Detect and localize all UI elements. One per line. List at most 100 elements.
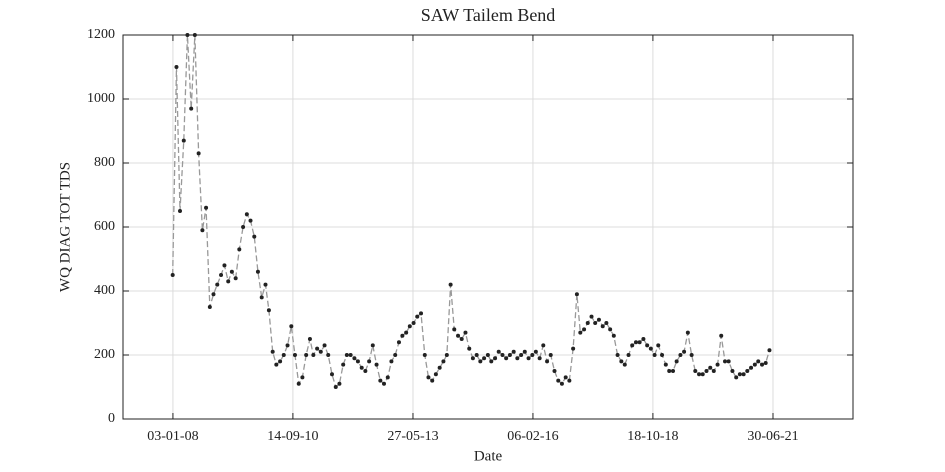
- data-point: [515, 356, 520, 361]
- data-point: [367, 359, 372, 364]
- y-tick-label: 200: [94, 347, 115, 362]
- data-point: [611, 333, 616, 338]
- data-point: [767, 348, 772, 353]
- data-point: [389, 359, 394, 364]
- data-point: [470, 356, 475, 361]
- data-point: [571, 346, 576, 351]
- data-point: [563, 375, 568, 380]
- data-point: [430, 378, 435, 383]
- data-point: [530, 353, 535, 357]
- data-point: [537, 356, 542, 361]
- data-point: [593, 321, 598, 325]
- data-point: [259, 295, 264, 300]
- data-point: [274, 362, 279, 367]
- data-point: [333, 385, 338, 389]
- data-point: [578, 330, 583, 335]
- data-point: [656, 343, 661, 348]
- y-tick-label: 800: [94, 155, 115, 170]
- data-point: [393, 353, 398, 357]
- y-tick-label: 1200: [87, 27, 115, 42]
- data-point: [559, 381, 564, 386]
- data-point: [189, 106, 194, 111]
- data-point: [219, 273, 224, 277]
- data-point: [622, 362, 627, 367]
- data-point: [645, 343, 650, 348]
- data-point: [485, 353, 490, 357]
- data-point: [552, 369, 557, 373]
- data-point: [574, 292, 579, 297]
- data-point: [619, 359, 624, 364]
- data-point: [381, 381, 386, 386]
- data-point: [255, 269, 260, 274]
- data-point: [522, 349, 527, 354]
- data-point: [226, 279, 231, 284]
- data-point: [689, 353, 694, 357]
- data-point: [211, 292, 216, 297]
- data-point: [459, 337, 464, 341]
- data-point: [582, 327, 587, 332]
- data-point: [730, 369, 735, 373]
- data-point: [474, 353, 479, 357]
- data-point: [749, 365, 754, 370]
- data-point: [670, 369, 675, 373]
- data-point: [652, 353, 657, 357]
- data-point: [596, 317, 601, 322]
- data-point: [548, 353, 553, 357]
- data-point: [318, 349, 323, 354]
- data-point: [304, 353, 309, 357]
- data-point: [415, 314, 420, 319]
- data-point: [419, 311, 424, 316]
- data-point: [467, 346, 472, 351]
- data-point: [270, 349, 275, 354]
- data-point: [170, 273, 175, 277]
- data-point: [756, 359, 761, 364]
- data-point: [456, 333, 461, 338]
- y-axis-label: WQ DIAG TOT TDS: [57, 162, 73, 292]
- data-point: [244, 212, 249, 217]
- data-point: [604, 321, 609, 325]
- data-point: [615, 353, 620, 357]
- data-point: [641, 337, 646, 341]
- data-point: [678, 353, 683, 357]
- data-point: [348, 353, 353, 357]
- data-point: [263, 282, 268, 287]
- chart-title: SAW Tailem Bend: [421, 5, 556, 25]
- data-point: [608, 327, 613, 332]
- data-point: [433, 372, 438, 377]
- data-point: [407, 324, 412, 329]
- data-point: [411, 321, 416, 325]
- data-point: [493, 356, 498, 361]
- x-tick-label: 27-05-13: [387, 429, 438, 444]
- data-point: [711, 369, 716, 373]
- data-point: [704, 369, 709, 373]
- data-point: [452, 327, 457, 332]
- data-point: [674, 359, 679, 364]
- x-tick-label: 18-10-18: [627, 429, 678, 444]
- data-point: [352, 356, 357, 361]
- data-point: [185, 33, 190, 37]
- data-point: [504, 356, 509, 361]
- x-tick-label: 30-06-21: [747, 429, 798, 444]
- data-point: [763, 361, 768, 365]
- x-axis-label: Date: [474, 448, 503, 464]
- data-point: [660, 353, 665, 357]
- data-point: [648, 346, 653, 351]
- data-point: [344, 353, 349, 357]
- data-point: [585, 321, 590, 325]
- data-point: [396, 340, 401, 345]
- data-point: [444, 353, 449, 357]
- data-point: [726, 359, 731, 364]
- data-point: [745, 369, 750, 373]
- data-point: [378, 378, 383, 383]
- data-point: [370, 343, 375, 348]
- y-tick-label: 0: [108, 411, 115, 426]
- data-point: [285, 343, 290, 348]
- data-point: [697, 372, 702, 377]
- data-point: [715, 362, 720, 367]
- data-point: [307, 337, 312, 341]
- data-point: [215, 282, 220, 287]
- data-point: [437, 365, 442, 370]
- data-point: [685, 330, 690, 335]
- data-point: [667, 369, 672, 373]
